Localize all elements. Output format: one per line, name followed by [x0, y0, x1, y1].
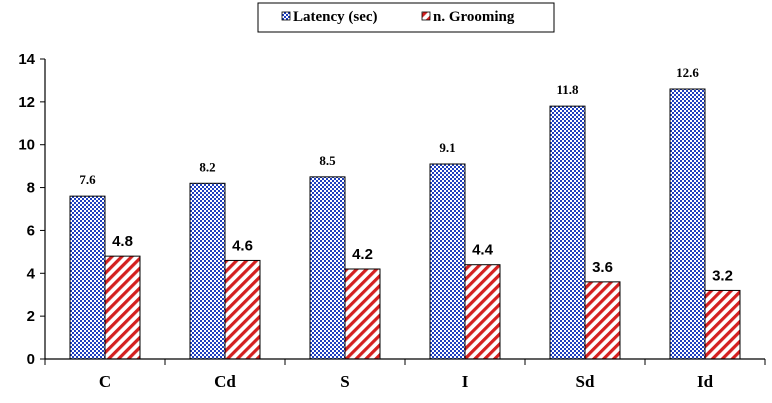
legend-box	[257, 2, 555, 33]
y-tick-label: 14	[18, 51, 35, 68]
x-category-label: C	[99, 372, 111, 391]
x-category-label: Cd	[214, 372, 236, 391]
data-label-latency: 8.2	[199, 159, 215, 174]
legend: Latency (sec) n. Grooming	[257, 2, 555, 33]
data-label-latency: 7.6	[79, 172, 96, 187]
bars	[69, 88, 741, 360]
legend-label-grooming: n. Grooming	[433, 9, 515, 25]
x-axis: C Cd S I Sd Id	[44, 358, 766, 391]
bar-grooming	[464, 264, 501, 360]
bar-latency	[309, 176, 346, 360]
y-tick-label: 0	[27, 351, 35, 368]
y-tick-label: 12	[18, 94, 35, 111]
bar-latency	[189, 182, 226, 360]
x-category-label: Sd	[576, 372, 595, 391]
data-label-grooming: 4.6	[232, 237, 253, 254]
data-label-grooming: 3.2	[712, 267, 733, 284]
legend-swatch-latency	[281, 11, 291, 21]
data-label-latency: 9.1	[439, 140, 455, 155]
data-labels: 7.6 4.8 8.2 4.6 8.5 4.2 9.1 4.4 11.8 3.6 12.6 3.2	[79, 65, 733, 284]
data-label-latency: 11.8	[556, 82, 579, 97]
data-label-grooming: 4.4	[472, 242, 494, 259]
data-label-latency: 12.6	[676, 65, 699, 80]
x-category-label: Id	[697, 372, 714, 391]
data-label-latency: 8.5	[319, 153, 336, 168]
x-category-label: I	[462, 372, 469, 391]
y-tick-label: 10	[18, 137, 35, 154]
x-category-label: S	[340, 372, 349, 391]
data-label-grooming: 3.6	[592, 259, 613, 276]
y-tick-label: 6	[27, 222, 35, 239]
y-tick-label: 2	[27, 308, 35, 325]
y-tick-label: 4	[27, 265, 36, 282]
legend-label-latency: Latency (sec)	[293, 9, 378, 25]
data-label-grooming: 4.8	[112, 233, 133, 250]
data-label-grooming: 4.2	[352, 246, 373, 263]
bar-latency	[669, 88, 706, 360]
y-tick-label: 8	[27, 180, 35, 197]
y-axis: 0 2 4 6 8 10 12 14	[18, 51, 46, 368]
bar-latency	[429, 163, 466, 360]
bar-grooming	[584, 281, 621, 360]
bar-grooming	[104, 255, 141, 360]
bar-latency	[69, 195, 106, 360]
bar-latency	[549, 105, 586, 360]
legend-swatch-grooming	[421, 11, 431, 21]
bar-grooming	[704, 289, 741, 360]
bar-grooming	[344, 268, 381, 360]
bar-grooming	[224, 259, 261, 360]
